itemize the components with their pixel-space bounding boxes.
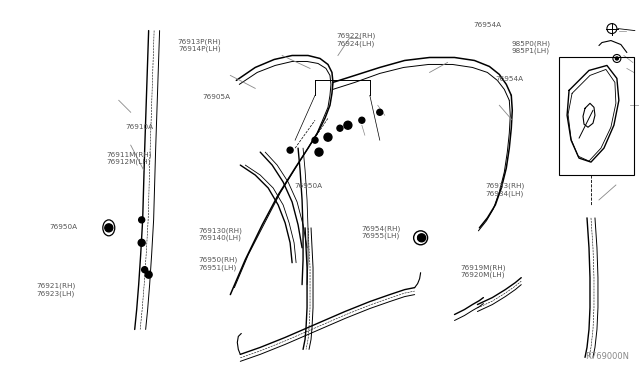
Text: 76922(RH)
76924(LH): 76922(RH) 76924(LH)	[336, 33, 375, 46]
Text: 76921(RH)
76923(LH): 76921(RH) 76923(LH)	[36, 283, 76, 297]
Text: 76913P(RH)
76914P(LH): 76913P(RH) 76914P(LH)	[177, 38, 221, 52]
Text: 76954A: 76954A	[473, 22, 501, 28]
Circle shape	[139, 217, 145, 223]
Text: 76910A: 76910A	[125, 124, 154, 130]
Ellipse shape	[103, 220, 115, 236]
Text: R769000N: R769000N	[585, 352, 629, 361]
Circle shape	[315, 148, 323, 156]
Text: 76919M(RH)
76920M(LH): 76919M(RH) 76920M(LH)	[460, 264, 506, 278]
Circle shape	[324, 133, 332, 141]
Bar	[559, 58, 634, 175]
Text: 76911M(RH)
76912M(LH): 76911M(RH) 76912M(LH)	[106, 151, 152, 165]
Circle shape	[138, 239, 145, 246]
Circle shape	[141, 267, 148, 273]
Circle shape	[418, 234, 426, 242]
Text: 76950A: 76950A	[49, 224, 77, 230]
Circle shape	[145, 271, 152, 278]
Circle shape	[359, 117, 365, 123]
Text: 76954A: 76954A	[495, 76, 524, 81]
Text: 76933(RH)
76934(LH): 76933(RH) 76934(LH)	[486, 183, 525, 197]
Text: 76950A: 76950A	[294, 183, 323, 189]
Circle shape	[418, 235, 424, 241]
Text: 769130(RH)
769140(LH): 769130(RH) 769140(LH)	[199, 227, 243, 241]
Circle shape	[616, 57, 618, 60]
Circle shape	[344, 121, 352, 129]
Text: 76950(RH)
76951(LH): 76950(RH) 76951(LH)	[199, 257, 238, 271]
Circle shape	[105, 224, 113, 232]
Circle shape	[287, 147, 293, 153]
Text: 76954(RH)
76955(LH): 76954(RH) 76955(LH)	[362, 225, 401, 239]
Text: 985P0(RH)
985P1(LH): 985P0(RH) 985P1(LH)	[511, 40, 550, 54]
Circle shape	[312, 137, 318, 143]
Circle shape	[337, 125, 343, 131]
Text: 76905A: 76905A	[202, 94, 230, 100]
Circle shape	[377, 109, 383, 115]
